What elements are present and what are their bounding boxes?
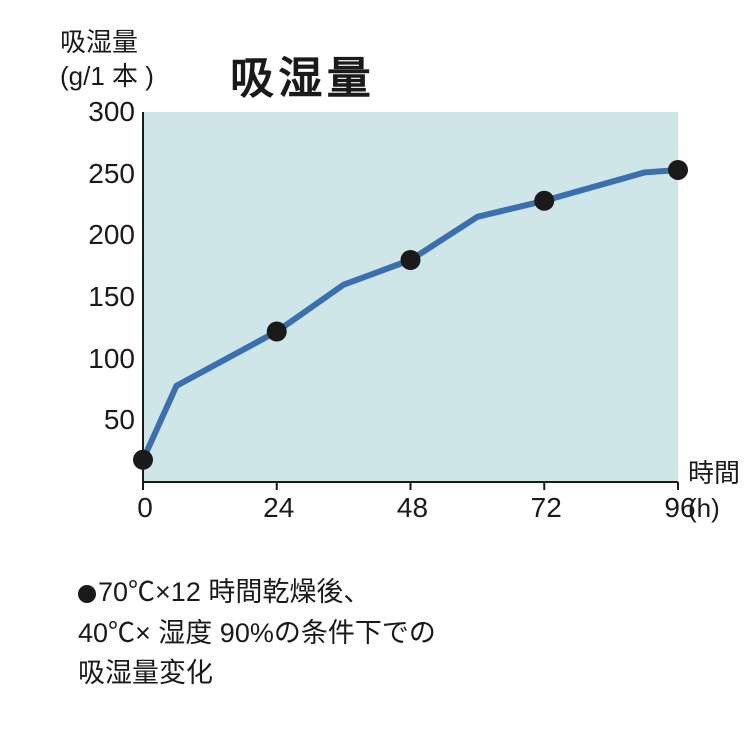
- x-tick-label: 0: [125, 492, 165, 524]
- x-axis-title: 時間 (h): [688, 456, 740, 526]
- footnote-line2: 40℃× 湿度 90%の条件下での: [78, 618, 436, 648]
- plot-area: [0, 0, 750, 560]
- bullet-icon: [78, 585, 96, 603]
- y-tick-label: 300: [88, 96, 135, 128]
- x-axis-ticks: [143, 482, 678, 490]
- footnote-line1: 70℃×12 時間乾燥後、: [98, 577, 370, 607]
- x-tick-label: 48: [393, 492, 433, 524]
- y-tick-label: 200: [88, 219, 135, 251]
- x-tick-label: 72: [526, 492, 566, 524]
- footnote-line3: 吸湿量変化: [78, 658, 213, 688]
- y-tick-label: 250: [88, 158, 135, 190]
- y-tick-label: 150: [88, 281, 135, 313]
- y-tick-label: 100: [88, 343, 135, 375]
- chart-container: 吸湿量 (g/1 本 ) 吸湿量 50100150200250300 02448…: [0, 0, 750, 750]
- data-marker: [133, 450, 153, 470]
- data-marker: [401, 250, 421, 270]
- x-tick-label: 24: [259, 492, 299, 524]
- y-tick-label: 50: [104, 404, 135, 436]
- plot-background: [143, 112, 678, 482]
- x-axis-title-line2: (h): [688, 493, 720, 523]
- x-axis-title-line1: 時間: [688, 458, 740, 488]
- footnote: 70℃×12 時間乾燥後、 40℃× 湿度 90%の条件下での 吸湿量変化: [78, 572, 436, 694]
- data-marker: [534, 191, 554, 211]
- data-marker: [668, 160, 688, 180]
- data-marker: [267, 322, 287, 342]
